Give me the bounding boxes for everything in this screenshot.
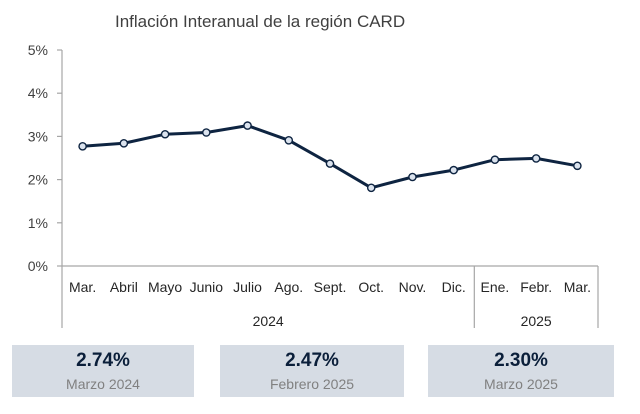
data-point [202, 128, 211, 137]
y-tick-label: 1% [28, 215, 48, 231]
year-label: 2025 [521, 313, 552, 329]
data-point [119, 139, 129, 148]
data-point [160, 129, 170, 139]
data-point [408, 172, 417, 182]
data-point [284, 135, 294, 145]
data-point [449, 165, 458, 175]
x-tick-label: Julio [233, 279, 262, 295]
card-label: Marzo 2025 [484, 376, 558, 392]
x-tick-label: Ago. [274, 279, 303, 295]
data-point [490, 155, 500, 165]
y-tick-label: 4% [28, 85, 48, 101]
summary-card-3: 2.30% Marzo 2025 [428, 345, 614, 397]
data-point [243, 121, 252, 130]
inflation-series [78, 121, 582, 193]
year-label: 2024 [253, 313, 284, 329]
inflation-line-chart: Inflación Interanual de la región CARD 0… [28, 12, 599, 329]
y-axis: 0% 1% 2% 3% 4% 5% [28, 42, 63, 274]
card-label: Marzo 2024 [66, 376, 140, 392]
summary-card-1: 2.74% Marzo 2024 [12, 345, 194, 397]
x-tick-label: Mar. [69, 279, 96, 295]
data-point [325, 159, 335, 168]
y-tick-label: 2% [28, 172, 48, 188]
summary-card-2: 2.47% Febrero 2025 [220, 345, 404, 397]
card-value: 2.47% [285, 350, 339, 371]
series-line [82, 124, 578, 190]
y-tick-label: 3% [28, 128, 48, 144]
data-point [78, 142, 87, 151]
summary-cards: 2.74% Marzo 2024 2.47% Febrero 2025 2.30… [0, 345, 640, 397]
x-tick-label: Dic. [442, 279, 466, 295]
x-tick-label: Abril [110, 279, 138, 295]
x-tick-label: Sept. [314, 279, 347, 295]
x-tick-label: Nov. [399, 279, 427, 295]
x-axis: Mar. Abril Mayo Junio Julio Ago. Sept. Oct. Nov.… [61, 265, 599, 329]
y-tick-label: 5% [28, 42, 48, 58]
data-point [531, 154, 541, 163]
x-tick-label: Mar. [564, 279, 591, 295]
x-tick-label: Febr. [520, 279, 552, 295]
x-tick-label: Oct. [358, 279, 384, 295]
x-tick-label: Mayo [148, 279, 182, 295]
data-point [366, 183, 376, 193]
x-tick-label: Ene. [481, 279, 510, 295]
y-tick-label: 0% [28, 258, 48, 274]
card-label: Febrero 2025 [269, 376, 355, 392]
card-value: 2.74% [76, 350, 130, 371]
x-tick-label: Junio [190, 279, 224, 295]
card-value: 2.30% [494, 350, 548, 371]
data-point [573, 161, 582, 171]
chart-title: Inflación Interanual de la región CARD [115, 12, 405, 31]
